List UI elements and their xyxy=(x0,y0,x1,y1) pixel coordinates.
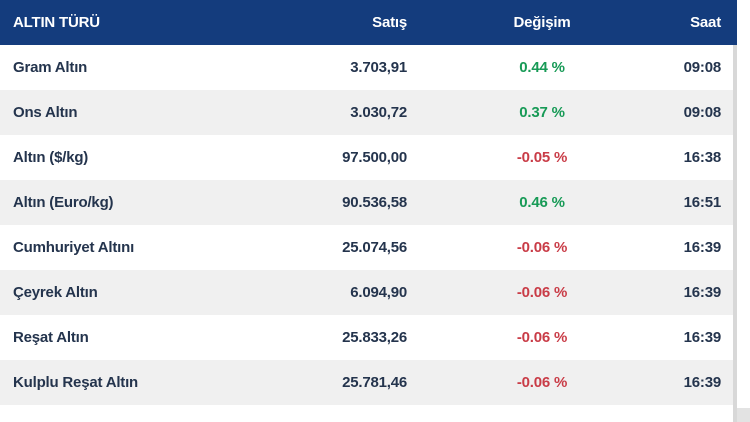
time-cell: 16:51 xyxy=(683,194,722,211)
gold-prices-table: ALTIN TÜRÜ Satış Değişim Saat Gram Altın… xyxy=(0,0,737,405)
gold-type-cell: Altın ($/kg) xyxy=(13,149,89,166)
gold-type-cell: Çeyrek Altın xyxy=(13,284,98,301)
time-cell: 16:39 xyxy=(683,374,722,391)
table-row-resat-altin[interactable]: Reşat Altın 25.833,26 -0.06 % 16:39 xyxy=(0,315,737,360)
change-cell: 0.46 % xyxy=(519,194,565,211)
price-cell: 25.074,56 xyxy=(342,239,407,256)
column-header-gold-type: ALTIN TÜRÜ xyxy=(13,14,100,31)
column-header-time: Saat xyxy=(690,14,721,31)
scrollbar-corner xyxy=(737,408,750,422)
gold-type-cell: Reşat Altın xyxy=(13,329,89,346)
change-cell: -0.06 % xyxy=(516,239,568,256)
price-cell: 6.094,90 xyxy=(350,284,407,301)
time-cell: 16:39 xyxy=(683,329,722,346)
column-header-price: Satış xyxy=(372,14,407,31)
vertical-scrollbar[interactable] xyxy=(733,45,737,422)
header-row: ALTIN TÜRÜ Satış Değişim Saat xyxy=(0,0,737,45)
price-cell: 90.536,58 xyxy=(342,194,407,211)
table-row-gram-altin[interactable]: Gram Altın 3.703,91 0.44 % 09:08 xyxy=(0,45,737,90)
table-row-ons-altin[interactable]: Ons Altın 3.030,72 0.37 % 09:08 xyxy=(0,90,737,135)
time-cell: 16:39 xyxy=(683,239,722,256)
gold-type-cell: Gram Altın xyxy=(13,59,88,76)
table-header: ALTIN TÜRÜ Satış Değişim Saat xyxy=(0,0,737,45)
change-cell: -0.05 % xyxy=(516,149,568,166)
table-row-ceyrek-altin[interactable]: Çeyrek Altın 6.094,90 -0.06 % 16:39 xyxy=(0,270,737,315)
change-cell: -0.06 % xyxy=(516,284,568,301)
price-cell: 3.703,91 xyxy=(350,59,407,76)
time-cell: 16:39 xyxy=(683,284,722,301)
change-cell: -0.06 % xyxy=(516,374,568,391)
gold-type-cell: Cumhuriyet Altını xyxy=(13,239,135,256)
gold-type-cell: Kulplu Reşat Altın xyxy=(13,374,139,391)
table-row-cumhuriyet-altini[interactable]: Cumhuriyet Altını 25.074,56 -0.06 % 16:3… xyxy=(0,225,737,270)
time-cell: 16:38 xyxy=(683,149,722,166)
gold-type-cell: Altın (Euro/kg) xyxy=(13,194,114,211)
column-header-change: Değişim xyxy=(513,14,571,31)
table-row-altin-usd-kg[interactable]: Altın ($/kg) 97.500,00 -0.05 % 16:38 xyxy=(0,135,737,180)
time-cell: 09:08 xyxy=(683,59,722,76)
price-cell: 25.781,46 xyxy=(342,374,407,391)
table-row-kulplu-resat-altin[interactable]: Kulplu Reşat Altın 25.781,46 -0.06 % 16:… xyxy=(0,360,737,405)
time-cell: 09:08 xyxy=(683,104,722,121)
change-cell: 0.44 % xyxy=(519,59,565,76)
change-cell: 0.37 % xyxy=(519,104,565,121)
table-row-altin-euro-kg[interactable]: Altın (Euro/kg) 90.536,58 0.46 % 16:51 xyxy=(0,180,737,225)
gold-type-cell: Ons Altın xyxy=(13,104,78,121)
price-cell: 97.500,00 xyxy=(342,149,407,166)
table-body: Gram Altın 3.703,91 0.44 % 09:08 Ons Alt… xyxy=(0,45,737,405)
change-cell: -0.06 % xyxy=(516,329,568,346)
price-cell: 25.833,26 xyxy=(342,329,407,346)
price-cell: 3.030,72 xyxy=(350,104,407,121)
